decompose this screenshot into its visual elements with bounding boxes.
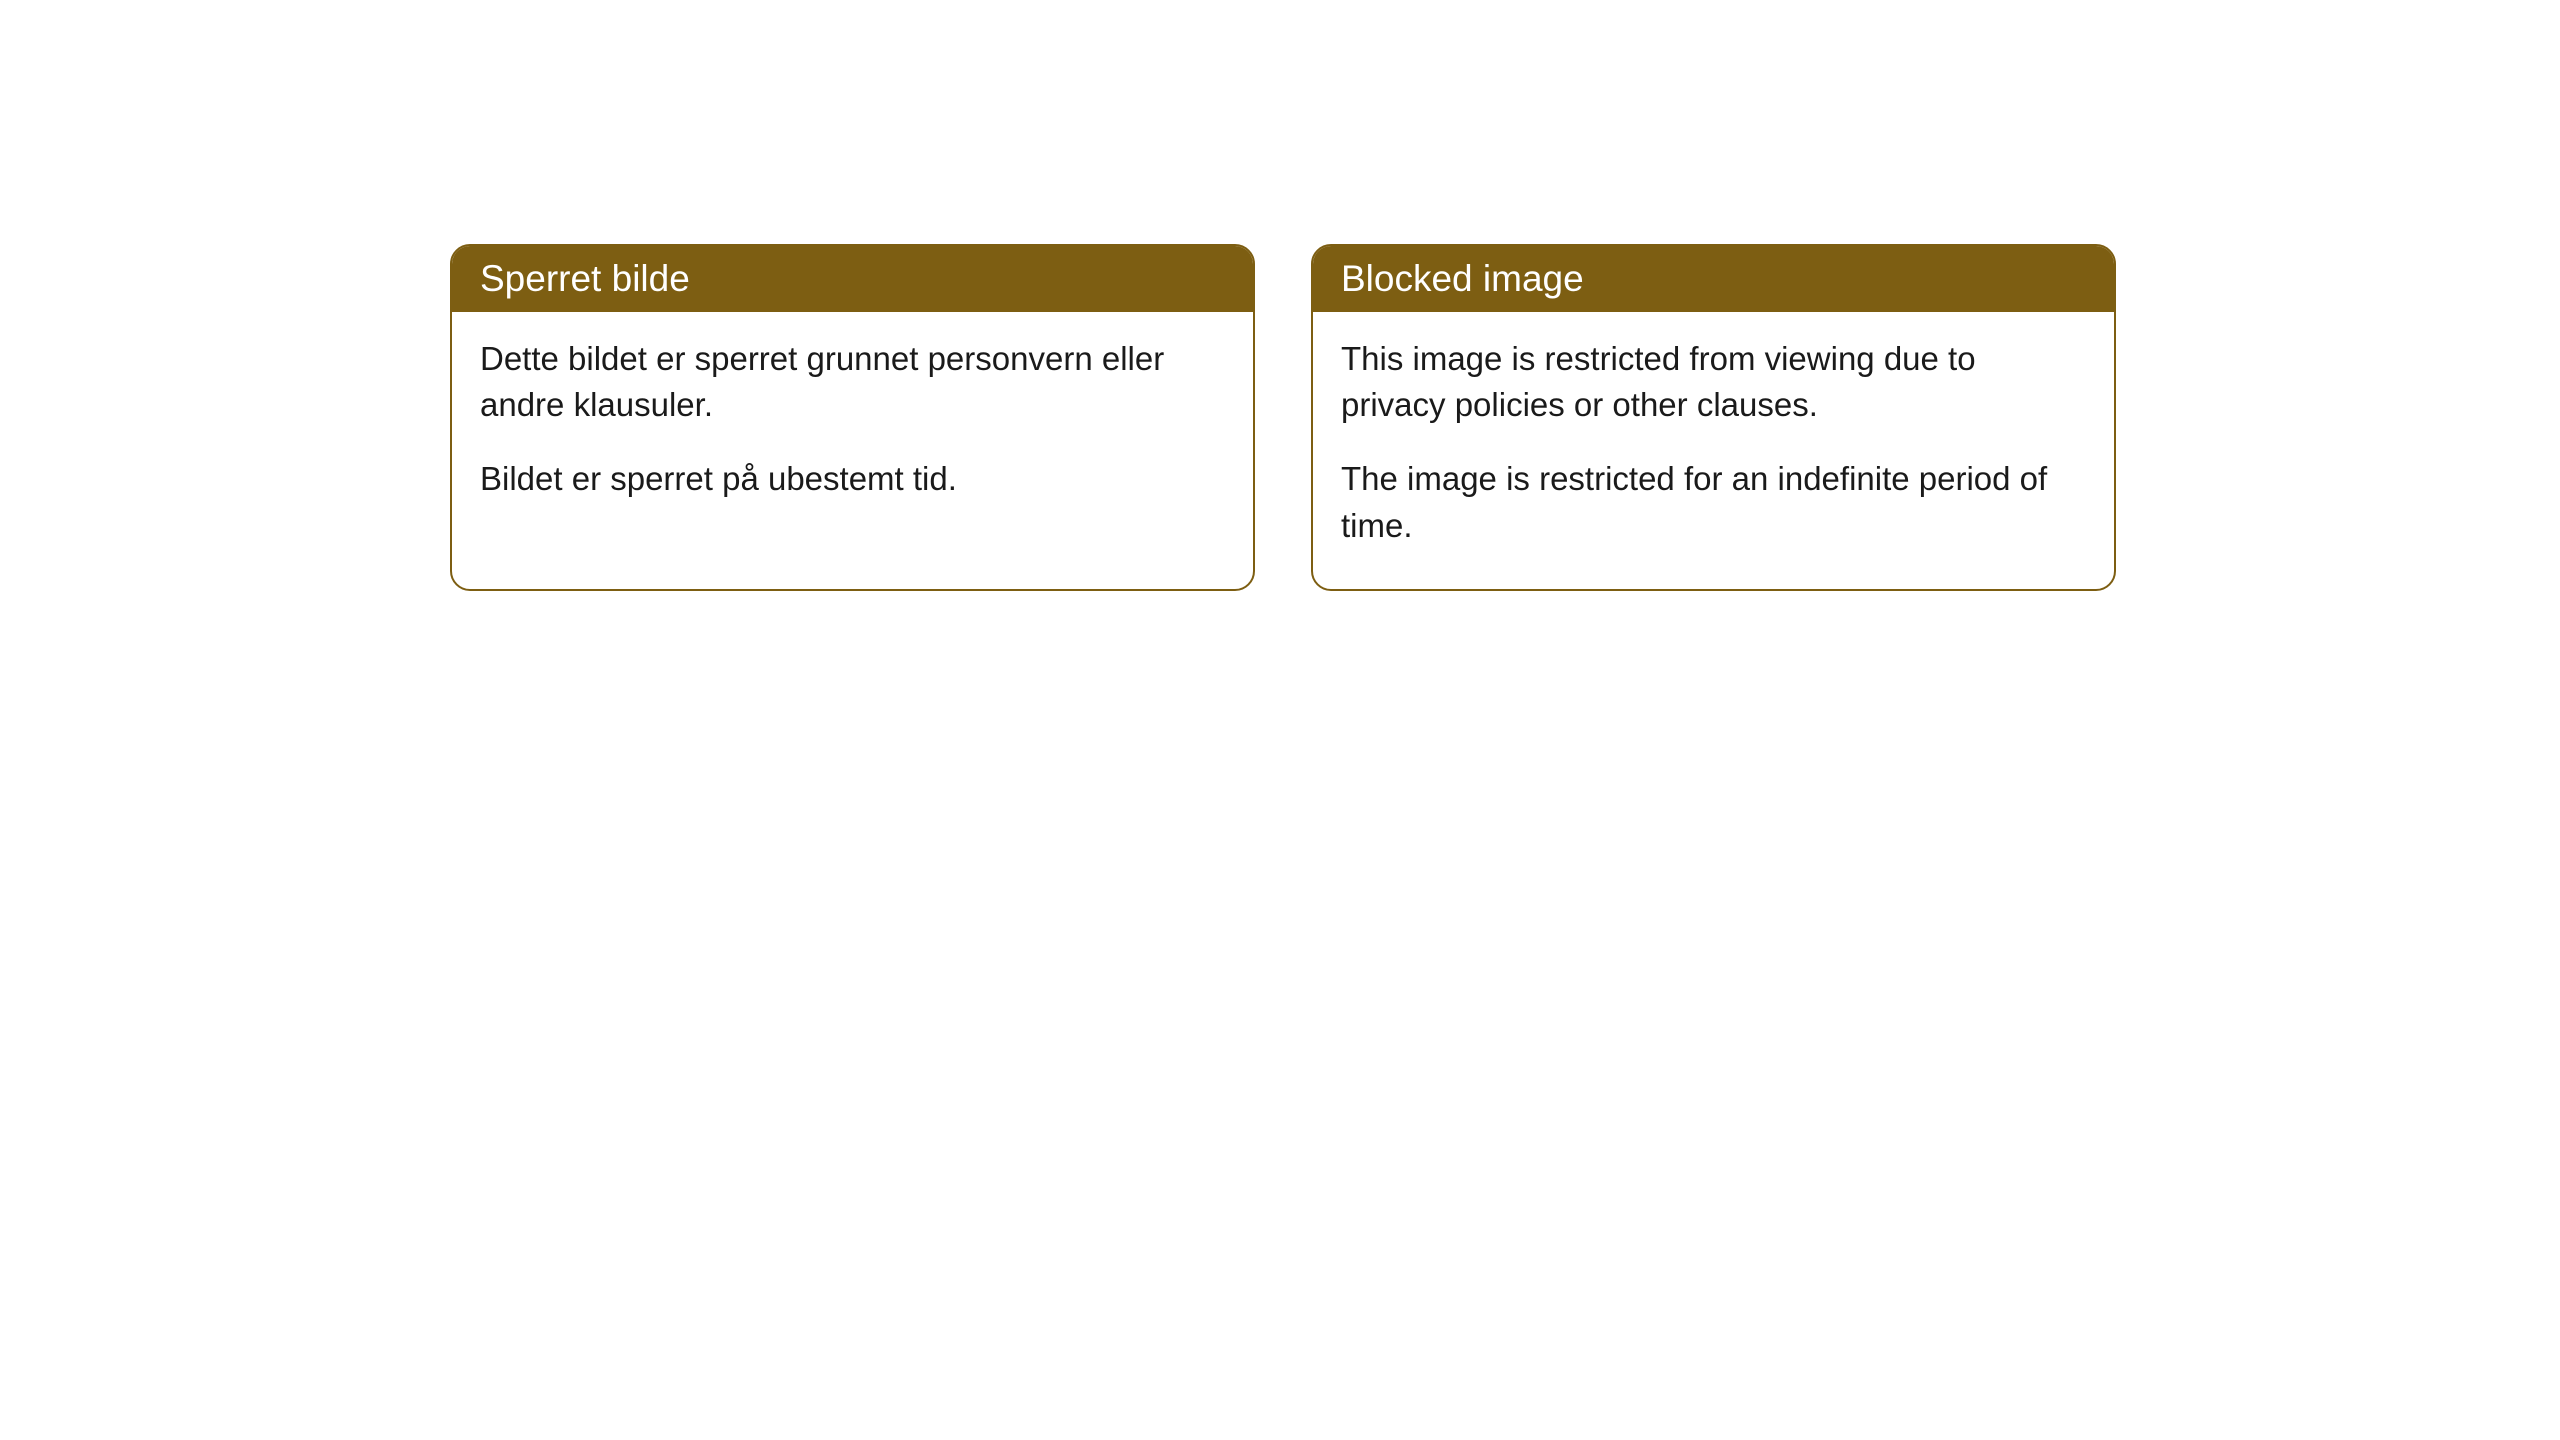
card-text-english-line1: This image is restricted from viewing du… <box>1341 336 2086 428</box>
card-text-english-line2: The image is restricted for an indefinit… <box>1341 456 2086 548</box>
card-text-norwegian-line1: Dette bildet er sperret grunnet personve… <box>480 336 1225 428</box>
card-body-english: This image is restricted from viewing du… <box>1313 312 2114 589</box>
card-title-english: Blocked image <box>1341 258 1584 299</box>
blocked-image-card-english: Blocked image This image is restricted f… <box>1311 244 2116 591</box>
notice-cards-container: Sperret bilde Dette bildet er sperret gr… <box>450 244 2116 591</box>
card-body-norwegian: Dette bildet er sperret grunnet personve… <box>452 312 1253 543</box>
card-title-norwegian: Sperret bilde <box>480 258 690 299</box>
blocked-image-card-norwegian: Sperret bilde Dette bildet er sperret gr… <box>450 244 1255 591</box>
card-header-norwegian: Sperret bilde <box>452 246 1253 312</box>
card-header-english: Blocked image <box>1313 246 2114 312</box>
card-text-norwegian-line2: Bildet er sperret på ubestemt tid. <box>480 456 1225 502</box>
